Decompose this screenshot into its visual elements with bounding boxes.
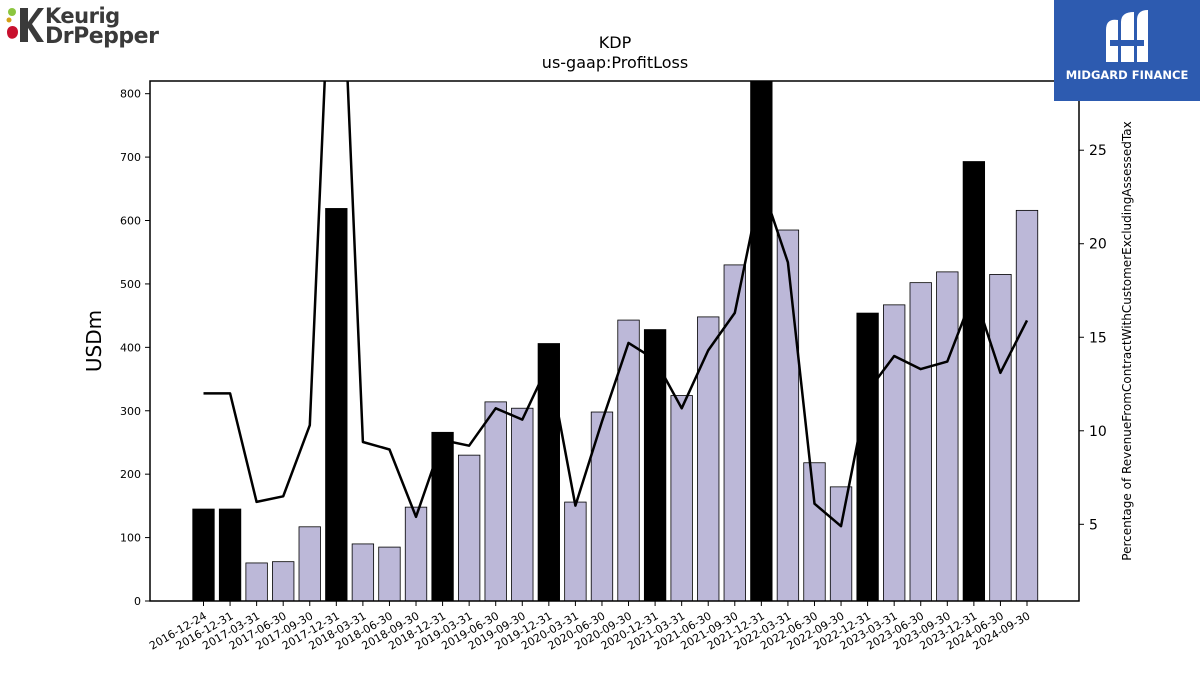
- bar-2021-09-30: [723, 264, 746, 601]
- kdp-logo-icon: [6, 8, 44, 42]
- bar-2017-03-31: [245, 562, 268, 601]
- bar-2018-06-30: [378, 546, 401, 601]
- bar-2017-06-30: [272, 561, 295, 601]
- y-tick-label: 800: [120, 88, 141, 101]
- bar-2023-12-31: [962, 161, 986, 601]
- y2-axis-label: Percentage of RevenueFromContractWithCus…: [1120, 121, 1134, 560]
- bar-2021-06-30: [697, 316, 720, 601]
- midgard-finance-logo: MIDGARD FINANCE: [1054, 0, 1200, 101]
- midgard-logo-text: MIDGARD FINANCE: [1065, 68, 1189, 82]
- line-group: [203, 81, 1029, 528]
- y2-tick-label: 10: [1089, 424, 1107, 440]
- bar-2024-06-30: [989, 274, 1012, 601]
- bar-2020-06-30: [590, 411, 614, 601]
- bar-2017-12-31: [325, 208, 348, 601]
- y2-tick-label: 15: [1089, 330, 1107, 346]
- chart-subtitle: us-gaap:ProfitLoss: [542, 53, 688, 72]
- bar-2022-09-30: [829, 486, 853, 601]
- y-tick-label: 300: [120, 405, 141, 418]
- bar-2018-03-31: [351, 543, 375, 601]
- y-tick-label: 400: [120, 341, 141, 354]
- bar-2024-09-30: [1015, 209, 1039, 601]
- bar-2022-06-30: [803, 462, 826, 601]
- bar-2017-09-30: [298, 526, 321, 601]
- y-tick-label: 0: [134, 595, 141, 608]
- bar-2016-12-24: [192, 508, 215, 601]
- bar-2023-06-30: [909, 282, 932, 601]
- bar-2020-09-30: [617, 319, 640, 601]
- percentage-line: [203, 81, 1029, 528]
- bar-2022-12-31: [856, 312, 879, 601]
- y2-tick-label: 20: [1089, 237, 1107, 253]
- bar-2019-06-30: [484, 401, 507, 601]
- bar-2018-09-30: [404, 506, 428, 601]
- bar-2019-12-31: [537, 343, 560, 601]
- bar-group: [192, 81, 1039, 601]
- y-tick-label: 700: [120, 151, 141, 164]
- logo-line1: Keurig: [45, 4, 120, 28]
- y-tick-label: 200: [120, 468, 141, 481]
- plot-frame: [149, 80, 1080, 602]
- logo-line2: DrPepper: [45, 24, 159, 49]
- y-tick-label: 600: [120, 215, 141, 228]
- y-axis-left: 0 100 200 300 400 500 600 700 800: [120, 88, 150, 608]
- bar-2023-03-31: [883, 304, 906, 601]
- bar-2020-03-31: [564, 501, 587, 601]
- bar-2021-12-31: [750, 81, 773, 601]
- y2-tick-label: 25: [1089, 143, 1107, 159]
- y-axis-right: 5 10 15 20 25: [1079, 143, 1107, 533]
- bar-2018-12-31: [431, 431, 454, 601]
- chart-title: KDP: [599, 33, 632, 52]
- bar-2022-03-31: [776, 229, 800, 601]
- midgard-logo-icon: [1106, 10, 1148, 62]
- y-axis-label: USDm: [82, 310, 106, 372]
- bar-2020-12-31: [643, 329, 667, 601]
- bar-2021-03-31: [670, 395, 693, 601]
- y-tick-label: 100: [120, 532, 141, 545]
- bar-2019-09-30: [511, 407, 534, 601]
- bar-2019-03-31: [457, 454, 481, 601]
- y-tick-label: 500: [120, 278, 141, 291]
- keurig-drpepper-logo: Keurig DrPepper: [4, 4, 159, 49]
- bar-2016-12-31: [218, 508, 242, 601]
- y2-tick-label: 5: [1089, 517, 1098, 533]
- x-axis: 2016-12-242016-12-312017-03-312017-06-30…: [147, 601, 1033, 653]
- bar-2023-09-30: [936, 271, 959, 601]
